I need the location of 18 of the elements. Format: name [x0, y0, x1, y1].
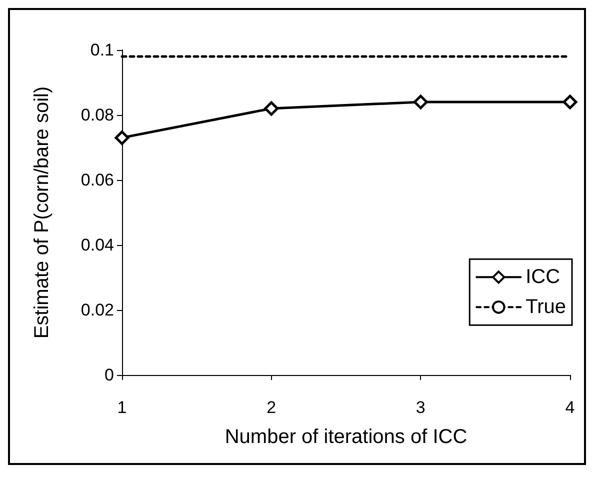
y-tick-label: 0.02: [80, 300, 114, 320]
x-tick-label: 1: [117, 398, 127, 417]
y-tick-label: 0.06: [80, 170, 114, 190]
point: [413, 94, 428, 110]
y-tick-label: 0.1: [90, 40, 114, 60]
point: [562, 94, 578, 110]
legend-label: ICC: [526, 266, 560, 288]
x-tick-label: 2: [266, 398, 276, 417]
y-tick-label: 0: [104, 366, 114, 384]
x-tick-label: 4: [565, 398, 575, 417]
x-tick-label: 3: [416, 398, 426, 417]
y-tick-label: 0.04: [80, 236, 114, 254]
x-axis-title: Number of iterations of ICC: [224, 426, 468, 448]
point: [114, 130, 130, 145]
point: [264, 101, 279, 116]
y-axis-title: Estimate of P(corn/bare soil): [31, 86, 53, 339]
y-tick-label: 0.08: [80, 106, 114, 124]
legend-label: True: [526, 296, 566, 318]
